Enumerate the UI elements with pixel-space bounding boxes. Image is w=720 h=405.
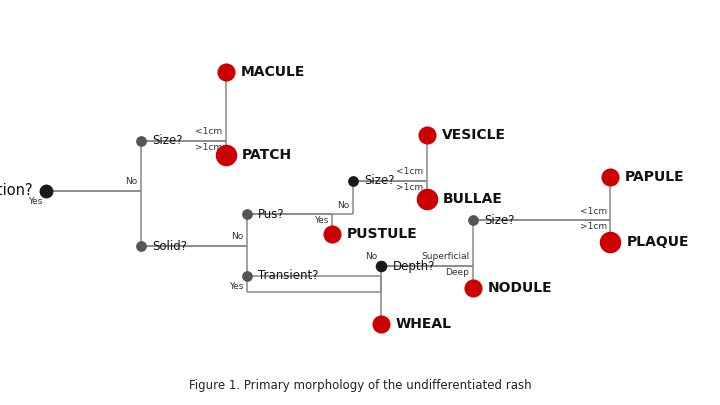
Text: No: No [231,232,243,241]
Text: >1cm: >1cm [397,183,423,192]
Point [467,285,479,291]
Point [220,151,232,158]
Text: MACULE: MACULE [240,64,305,79]
Point [135,243,147,249]
Text: >1cm: >1cm [195,143,222,152]
Text: NODULE: NODULE [487,281,552,295]
Point [375,263,387,269]
Text: Size?: Size? [484,214,514,227]
Point [220,68,232,75]
Text: Yes: Yes [229,282,243,291]
Text: <1cm: <1cm [195,127,222,136]
Point [326,231,338,237]
Point [605,173,616,180]
Text: <1cm: <1cm [397,167,423,176]
Text: PATCH: PATCH [242,148,292,162]
Text: Deep: Deep [446,268,469,277]
Text: Depth?: Depth? [392,260,435,273]
Text: Pus?: Pus? [258,208,284,221]
Point [347,177,359,184]
Text: BULLAE: BULLAE [444,192,503,205]
Text: VESICLE: VESICLE [441,128,505,142]
Text: Elevation?: Elevation? [0,183,34,198]
Text: <1cm: <1cm [580,207,607,215]
Point [467,217,479,224]
Point [135,138,147,144]
Text: Superficial: Superficial [421,252,469,261]
Point [605,239,616,245]
Text: Transient?: Transient? [258,269,318,282]
Text: Figure 1. Primary morphology of the undifferentiated rash: Figure 1. Primary morphology of the undi… [189,379,531,392]
Text: Size?: Size? [152,134,183,147]
Point [421,195,433,202]
Point [241,211,253,217]
Text: >1cm: >1cm [580,222,607,231]
Text: Yes: Yes [314,216,328,226]
Text: Size?: Size? [364,174,395,187]
Text: Yes: Yes [28,196,42,206]
Point [40,188,52,194]
Text: No: No [337,200,349,210]
Point [241,273,253,279]
Text: Solid?: Solid? [152,240,187,253]
Text: PAPULE: PAPULE [625,170,685,184]
Text: No: No [125,177,138,186]
Text: PLAQUE: PLAQUE [626,235,689,249]
Text: PUSTULE: PUSTULE [346,227,417,241]
Point [375,320,387,327]
Text: No: No [365,252,377,261]
Point [421,132,433,138]
Text: WHEAL: WHEAL [396,317,451,330]
